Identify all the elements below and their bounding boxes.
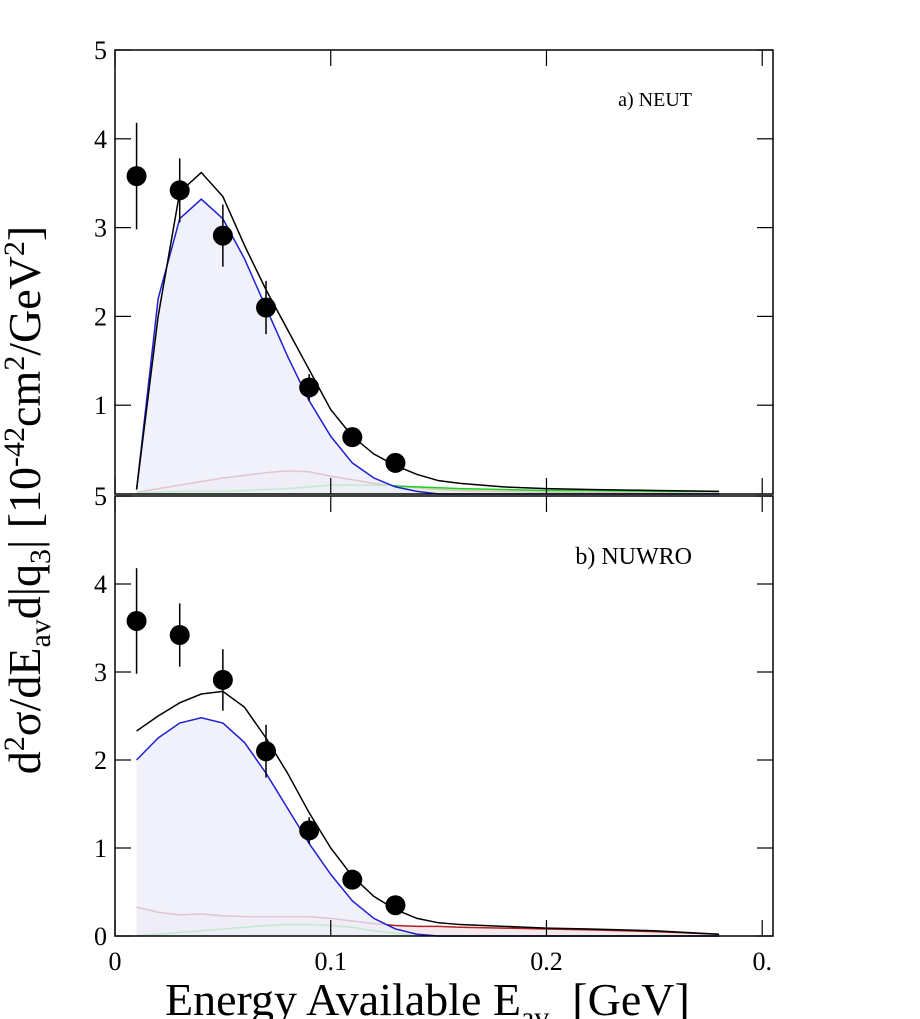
data-point bbox=[126, 610, 147, 631]
y-axis-label: d2σ/dEavd|q3| [10-42cm2/GeV2] bbox=[0, 226, 57, 774]
y-tick-label: 2 bbox=[94, 746, 107, 775]
label-part: 2 bbox=[0, 241, 31, 256]
label-part: Energy Available E bbox=[165, 974, 521, 1019]
label-part: [GeV] bbox=[549, 974, 690, 1019]
x-tick-label: 0.1 bbox=[314, 947, 347, 976]
data-point bbox=[342, 427, 363, 448]
label-part: ] bbox=[0, 226, 50, 241]
label-part: 3 bbox=[24, 549, 57, 564]
label-part: σ/dE bbox=[0, 648, 50, 737]
data-point bbox=[299, 377, 320, 398]
y-tick-label: 5 bbox=[94, 36, 107, 65]
data-point bbox=[126, 166, 147, 187]
area bbox=[136, 717, 720, 936]
y-tick-label: 0 bbox=[94, 922, 107, 951]
y-tick-label: 4 bbox=[94, 570, 107, 599]
data-point bbox=[256, 297, 277, 318]
y-tick-label: 3 bbox=[94, 214, 107, 243]
x-axis-label: Energy Available Eav [GeV] bbox=[165, 974, 690, 1019]
label-part: d bbox=[0, 751, 50, 774]
label-part: /GeV bbox=[0, 256, 50, 356]
data-point bbox=[299, 820, 320, 841]
data-point bbox=[256, 741, 277, 762]
data-point bbox=[169, 625, 190, 646]
data-point bbox=[342, 869, 363, 890]
y-tick-label: 5 bbox=[94, 482, 107, 511]
y-tick-label: 1 bbox=[94, 391, 107, 420]
x-tick-label: 0.2 bbox=[530, 947, 563, 976]
label-part: av bbox=[24, 619, 57, 647]
data-point bbox=[212, 225, 233, 246]
data-point bbox=[169, 180, 190, 201]
data-point bbox=[385, 895, 406, 916]
y-tick-label: 2 bbox=[94, 302, 107, 331]
annotation: b) NUWRO bbox=[575, 544, 692, 570]
plot-frame bbox=[114, 495, 774, 937]
label-part: | [10 bbox=[0, 467, 50, 549]
y-tick-label: 4 bbox=[94, 125, 107, 154]
annotation: a) NEUT bbox=[618, 89, 692, 111]
label-part: d|q bbox=[0, 564, 50, 619]
label-part: 2 bbox=[0, 356, 31, 371]
data-point bbox=[385, 452, 406, 473]
x-tick-label: 0. bbox=[752, 947, 772, 976]
data-point bbox=[212, 669, 233, 690]
plot-frame bbox=[114, 49, 774, 495]
label-part: -42 bbox=[0, 427, 31, 467]
area bbox=[136, 199, 720, 494]
y-tick-label: 1 bbox=[94, 834, 107, 863]
y-tick-label: 3 bbox=[94, 658, 107, 687]
label-part: av bbox=[521, 1001, 549, 1019]
x-tick-label: 0 bbox=[109, 947, 122, 976]
label-part: cm bbox=[0, 371, 50, 427]
label-part: 2 bbox=[0, 736, 31, 751]
